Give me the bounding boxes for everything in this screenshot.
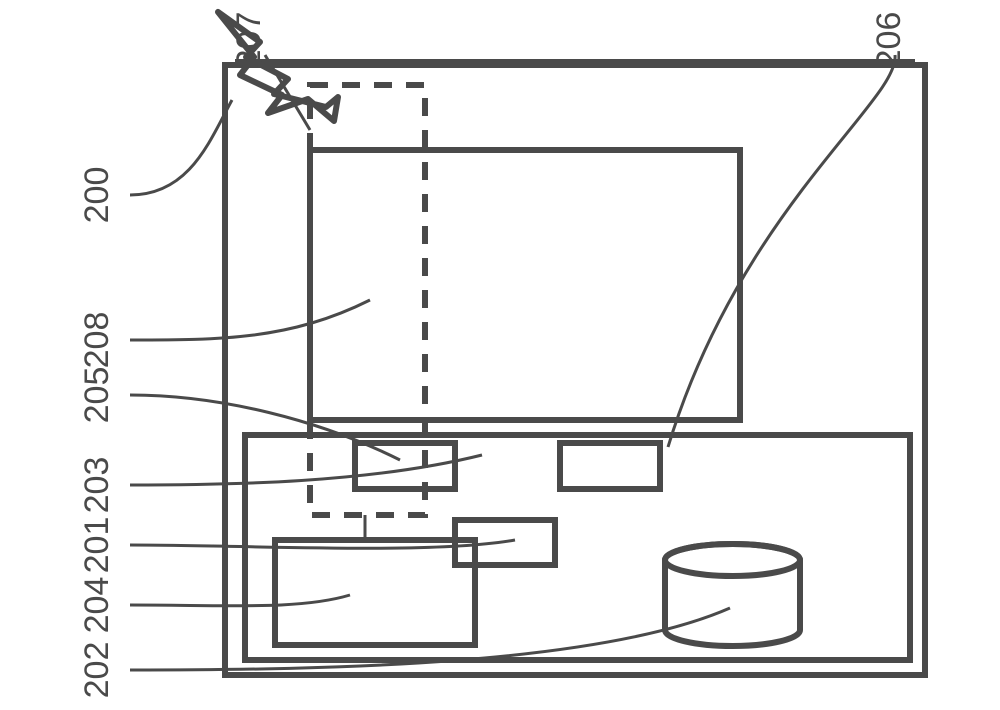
leader-l204	[130, 595, 350, 606]
shapes-group	[225, 59, 925, 675]
technical-diagram: 200208205203201204202207206	[0, 0, 1000, 710]
label-l200: 200	[78, 167, 116, 224]
leader-l208	[130, 300, 370, 340]
leader-l200	[130, 100, 232, 195]
label-l201: 201	[78, 517, 116, 574]
label-l202: 202	[78, 642, 116, 699]
label-l206: 206	[870, 12, 908, 69]
label-l208: 208	[78, 312, 116, 369]
leader-l203	[130, 455, 482, 485]
leader-l205	[130, 395, 400, 460]
label-l205: 205	[78, 367, 116, 424]
label-l203: 203	[78, 457, 116, 514]
labels-group: 200208205203201204202207206	[78, 12, 908, 699]
label-l204: 204	[78, 577, 116, 634]
